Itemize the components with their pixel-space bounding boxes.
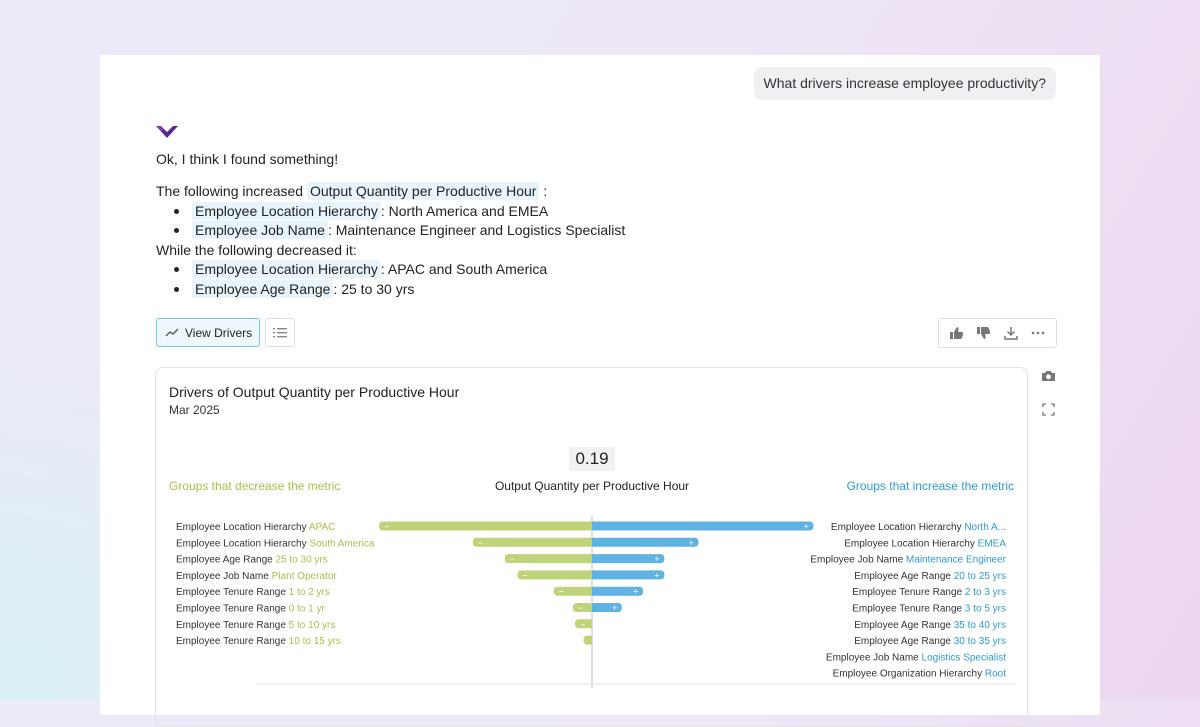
decrease-bar (504, 554, 592, 564)
decrease-row-label: Employee Job Name Plant Operator (176, 571, 337, 582)
thumbs-up-icon[interactable] (946, 322, 968, 344)
increase-row-label: Employee Age Range 30 to 35 yrs (854, 636, 1006, 647)
metric-label: Output Quantity per Productive Hour (494, 479, 690, 493)
metric-value: 0.19 (569, 447, 615, 471)
trend-line-icon (165, 328, 179, 336)
field-tag: Employee Location Hierarchy (192, 202, 381, 220)
list-icon (273, 327, 287, 337)
view-drivers-button[interactable]: View Drivers (156, 318, 260, 347)
increase-bar (592, 603, 622, 612)
decrease-row-label: Employee Tenure Range 10 to 15 yrs (176, 636, 341, 647)
decrease-bar (379, 521, 592, 531)
field-tag: Employee Job Name (192, 221, 328, 239)
chat-card: What drivers increase employee productiv… (100, 55, 1100, 727)
decrease-bar (574, 619, 592, 629)
increase-row-label: Employee Tenure Range 3 to 5 yrs (852, 604, 1006, 615)
colon: : (543, 183, 548, 199)
drivers-chart: Employee Location Hierarchy APAC −Employe… (176, 516, 1016, 688)
increase-row-label: Employee Age Range 35 to 40 yrs (854, 620, 1006, 631)
decrease-bar-marker: − (559, 587, 564, 597)
camera-icon[interactable] (1040, 368, 1056, 384)
increase-bar (592, 537, 699, 547)
decrease-bar (553, 586, 592, 596)
chart-subtitle: Mar 2025 (169, 403, 220, 417)
increase-row-label: Employee Tenure Range 2 to 3 yrs (852, 587, 1006, 598)
increase-bar (592, 586, 644, 596)
drivers-chart-panel: Drivers of Output Quantity per Productiv… (155, 367, 1028, 727)
decrease-bar-marker: − (384, 522, 389, 532)
increase-item: Employee Job Name: Maintenance Engineer … (173, 220, 626, 240)
increase-row-label: Employee Age Range 20 to 25 yrs (854, 571, 1006, 582)
increase-bar (592, 521, 814, 531)
download-icon[interactable] (1000, 322, 1022, 344)
response-actions (938, 318, 1057, 348)
decrease-intro: While the following decreased it: (156, 242, 357, 258)
decrease-bar (572, 603, 592, 612)
thumbs-down-icon[interactable] (973, 322, 995, 344)
list-view-button[interactable] (265, 318, 295, 347)
decrease-bar-marker: − (578, 603, 583, 613)
decrease-row-label: Employee Location Hierarchy APAC (176, 522, 335, 533)
more-icon[interactable] (1027, 322, 1049, 344)
metric-name-tag: Output Quantity per Productive Hour (306, 182, 540, 200)
field-value: : APAC and South America (380, 261, 548, 277)
user-question-bubble: What drivers increase employee productiv… (753, 67, 1056, 100)
increase-row-label: Employee Job Name Maintenance Engineer (810, 555, 1006, 566)
decrease-bar (517, 570, 592, 580)
increase-intro: The following increased Output Quantity … (156, 181, 547, 201)
decrease-heading: Groups that decrease the metric (169, 479, 341, 493)
decrease-row-label: Employee Tenure Range 1 to 2 yrs (176, 587, 330, 598)
increase-bar-marker: + (633, 587, 638, 597)
field-value: : 25 to 30 yrs (333, 281, 415, 297)
view-drivers-label: View Drivers (185, 325, 253, 340)
chart-title: Drivers of Output Quantity per Productiv… (169, 384, 460, 400)
decrease-row-label: Employee Tenure Range 0 to 1 yr (176, 604, 325, 615)
decrease-item: Employee Age Range: 25 to 30 yrs (173, 279, 415, 299)
increase-heading: Groups that increase the metric (846, 479, 1014, 493)
field-tag: Employee Location Hierarchy (192, 260, 381, 278)
increase-bar (592, 554, 665, 564)
decrease-row-label: Employee Location Hierarchy South Americ… (176, 538, 375, 549)
decrease-row-label: Employee Age Range 25 to 30 yrs (176, 555, 328, 566)
increase-bar-marker: + (654, 570, 659, 580)
increase-item: Employee Location Hierarchy: North Ameri… (173, 201, 549, 221)
increase-bar-marker: + (612, 603, 617, 613)
increase-row-label: Employee Job Name Logistics Specialist (826, 652, 1006, 663)
decrease-bar-marker: − (522, 570, 527, 580)
increase-row-label: Employee Location Hierarchy North A... (831, 522, 1006, 533)
increase-intro-text: The following increased (156, 183, 304, 199)
increase-bar-marker: + (689, 538, 694, 548)
decrease-bar-marker: − (580, 619, 585, 629)
decrease-bar-marker: − (478, 538, 483, 548)
increase-bar-marker: + (804, 522, 809, 532)
field-value: : Maintenance Engineer and Logistics Spe… (327, 222, 626, 238)
decrease-item: Employee Location Hierarchy: APAC and So… (173, 259, 548, 279)
increase-bar (592, 570, 665, 580)
assistant-logo-icon (156, 126, 178, 138)
decrease-row-label: Employee Tenure Range 5 to 10 yrs (176, 620, 335, 631)
field-value: : North America and EMEA (380, 203, 549, 219)
decrease-bar-marker: − (510, 554, 515, 564)
field-tag: Employee Age Range (192, 280, 334, 298)
decrease-bar (472, 537, 592, 547)
increase-row-label: Employee Location Hierarchy EMEA (844, 538, 1006, 549)
decrease-bar (583, 635, 592, 645)
increase-bar-marker: + (654, 554, 659, 564)
increase-row-label: Employee Organization Hierarchy Root (833, 669, 1007, 680)
expand-icon[interactable] (1040, 401, 1056, 417)
assistant-reply: Ok, I think I found something! (156, 151, 339, 167)
